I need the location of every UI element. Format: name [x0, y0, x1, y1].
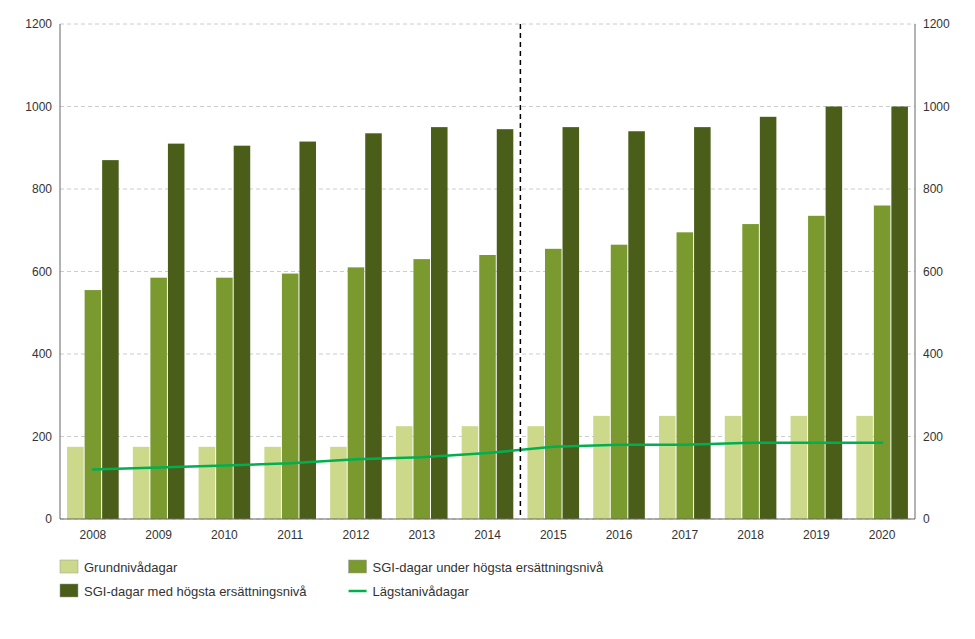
x-axis-line	[60, 519, 915, 520]
bar	[891, 107, 908, 520]
grid-line	[60, 189, 915, 190]
bar	[527, 426, 544, 519]
x-tick-label: 2019	[803, 528, 830, 542]
grid-line	[60, 519, 915, 520]
legend-item: SGI-dagar med högsta ersättningsnivå	[60, 584, 307, 599]
legend-label: Lägstanivådagar	[373, 584, 470, 599]
legend-swatch	[349, 560, 367, 573]
bar	[791, 416, 808, 519]
y-tick-label: 600	[32, 265, 52, 279]
bar	[199, 447, 216, 519]
bar	[330, 447, 347, 519]
x-tick-label: 2009	[145, 528, 172, 542]
bar	[133, 447, 150, 519]
bar	[234, 146, 251, 519]
legend: Grundnivådagar SGI-dagar under högsta ers…	[60, 560, 604, 599]
x-tick-label: 2013	[408, 528, 435, 542]
legend-label: Grundnivådagar	[84, 560, 178, 575]
x-tick-label: 2011	[277, 528, 303, 542]
y2-axis-line	[915, 24, 916, 519]
x-tick-label: 2017	[671, 528, 698, 542]
line	[93, 443, 882, 470]
bar	[856, 416, 873, 519]
bar	[545, 249, 562, 519]
bar	[826, 107, 843, 520]
bar	[611, 245, 628, 519]
legend-swatch	[60, 560, 78, 573]
x-tick-label: 2020	[869, 528, 896, 542]
y-tick-label: 800	[32, 182, 52, 196]
x-tick-label: 2018	[737, 528, 764, 542]
grid-line	[60, 24, 915, 25]
legend-swatch	[60, 584, 78, 597]
x-tick-label: 2016	[606, 528, 633, 542]
legend-label: SGI-dagar med högsta ersättningsnivå	[84, 584, 307, 599]
y-tick-label: 200	[32, 430, 52, 444]
bar	[479, 255, 496, 519]
legend-item: Lägstanivådagar	[349, 584, 470, 599]
bar	[365, 133, 382, 519]
bar	[760, 117, 777, 519]
x-tick-label: 2012	[343, 528, 370, 542]
bar	[348, 267, 365, 519]
grid-line	[60, 106, 915, 107]
chart-container: 0 0 200 200 400 400 600 600 800 800 1000 1000 1200 12…	[0, 0, 975, 639]
bar	[396, 426, 413, 519]
marks	[67, 107, 908, 520]
bar	[282, 274, 299, 519]
period-divider	[520, 24, 522, 519]
x-tick-label: 2008	[80, 528, 107, 542]
chart-svg: 0 0 200 200 400 400 600 600 800 800 1000 1000 1200 12…	[0, 0, 975, 639]
bar	[150, 278, 167, 519]
legend-swatch	[349, 590, 367, 593]
bar	[677, 232, 694, 519]
y2-tick-label: 0	[923, 512, 930, 526]
grid	[60, 24, 915, 519]
bar	[67, 447, 84, 519]
y-tick-label: 1200	[25, 17, 52, 31]
bar	[102, 160, 119, 519]
y-tick-label: 1000	[25, 100, 52, 114]
y-tick-label: 400	[32, 347, 52, 361]
bar	[694, 127, 711, 519]
y2-tick-label: 1000	[923, 100, 950, 114]
legend-item: SGI-dagar under högsta ersättningsnivå	[349, 560, 604, 575]
bar	[874, 206, 891, 520]
legend-item: Grundnivådagar	[60, 560, 178, 575]
bar	[742, 224, 759, 519]
bar	[85, 290, 102, 519]
bar	[462, 426, 479, 519]
bar	[216, 278, 233, 519]
y-axis-line	[60, 24, 61, 519]
bar	[431, 127, 448, 519]
y2-tick-label: 1200	[923, 17, 950, 31]
bar	[563, 127, 580, 519]
y2-tick-label: 200	[923, 430, 943, 444]
bar	[593, 416, 610, 519]
x-tick-label: 2015	[540, 528, 567, 542]
x-tick-label: 2010	[211, 528, 238, 542]
bar	[497, 129, 514, 519]
y2-tick-label: 400	[923, 347, 943, 361]
y2-tick-label: 600	[923, 265, 943, 279]
bar	[168, 144, 185, 519]
y2-tick-label: 800	[923, 182, 943, 196]
bar	[659, 416, 676, 519]
bar	[264, 447, 281, 519]
y-tick-label: 0	[45, 512, 52, 526]
x-tick-label: 2014	[474, 528, 501, 542]
bar	[413, 259, 430, 519]
bar	[725, 416, 742, 519]
bar	[628, 131, 645, 519]
legend-label: SGI-dagar under högsta ersättningsnivå	[373, 560, 604, 575]
bar	[808, 216, 825, 519]
